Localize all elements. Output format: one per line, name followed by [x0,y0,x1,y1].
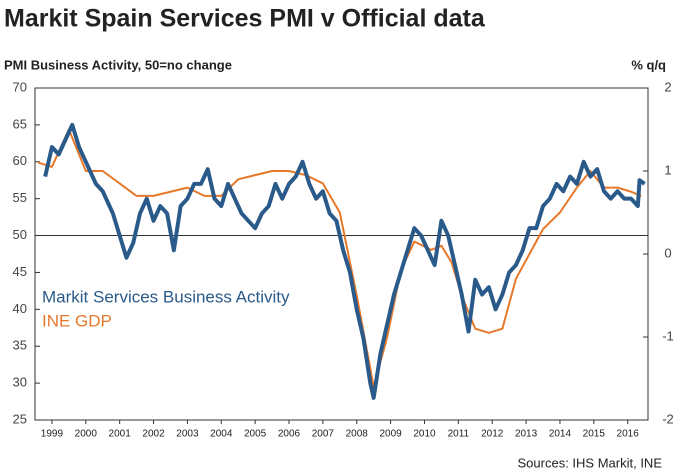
series-line [38,128,642,388]
y2-tick-label: 1 [664,162,671,177]
x-tick-label: 2001 [109,429,132,440]
y-tick-label: 30 [13,375,27,390]
x-tick-label: 2012 [481,429,504,440]
legend-label: INE GDP [42,311,112,330]
x-tick-label: 2006 [278,429,301,440]
y-tick-label: 35 [13,338,27,353]
y-tick-label: 65 [13,116,27,131]
x-tick-label: 2008 [346,429,369,440]
series-line [43,122,646,400]
y-tick-label: 55 [13,190,27,205]
y-tick-label: 45 [13,264,27,279]
y2-tick-label: 0 [664,245,671,260]
x-tick-label: 2000 [75,429,98,440]
x-tick-label: 2011 [448,429,470,440]
y2-tick-label: -2 [662,411,674,426]
x-tick-label: 2009 [379,429,402,440]
x-tick-label: 2004 [210,429,233,440]
y-tick-label: 70 [13,79,27,94]
x-tick-label: 2002 [142,429,165,440]
x-tick-label: 2005 [244,429,267,440]
source: Sources: IHS Markit, INE [518,455,663,470]
legend-label: Markit Services Business Activity [42,287,290,306]
y2-tick-label: -1 [662,328,674,343]
chart-title: Markit Spain Services PMI v Official dat… [4,5,486,33]
y2-axis-label: % q/q [631,57,666,72]
y-tick-label: 40 [13,301,27,316]
x-tick-label: 2007 [312,429,335,440]
x-tick-label: 1999 [41,429,64,440]
x-tick-label: 2016 [617,429,640,440]
y-tick-label: 60 [13,153,27,168]
y2-tick-label: 2 [664,79,671,94]
x-tick-label: 2013 [515,429,538,440]
x-tick-label: 2003 [176,429,199,440]
x-tick-label: 2015 [583,429,606,440]
y-tick-label: 25 [13,411,27,426]
y-tick-label: 50 [13,227,27,242]
x-tick-label: 2014 [549,429,572,440]
x-tick-label: 2010 [413,429,436,440]
y-axis-label: PMI Business Activity, 50=no change [4,57,232,72]
